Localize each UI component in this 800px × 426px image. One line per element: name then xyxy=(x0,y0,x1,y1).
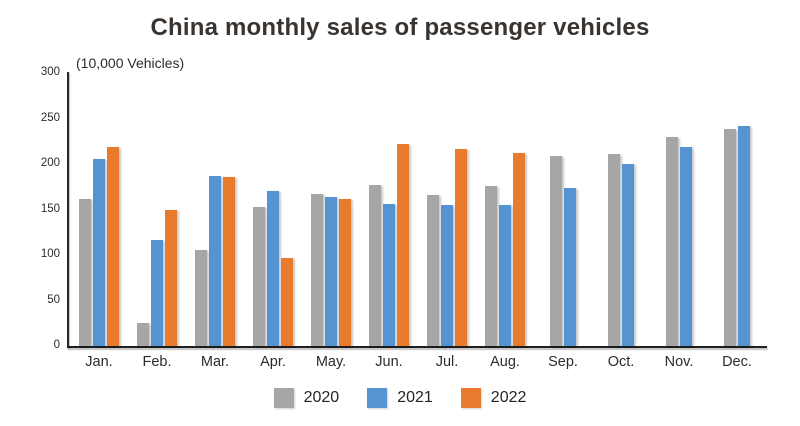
bar-2022-may xyxy=(339,199,351,346)
x-tick-mar: Mar. xyxy=(200,354,230,370)
bar-2021-may xyxy=(325,197,337,346)
bar-2021-apr xyxy=(267,191,279,346)
x-axis-tick-labels: Jan. Feb. Mar. Apr. May. Jun. Jul. Aug. Sep. Oct.… xyxy=(70,354,766,370)
bar-group-jun xyxy=(360,73,418,346)
x-tick-aug: Aug. xyxy=(490,354,520,370)
y-tick-300: 300 xyxy=(40,66,60,78)
bar-2021-nov xyxy=(680,147,692,346)
x-tick-jan: Jan. xyxy=(85,354,113,370)
x-tick-nov: Nov. xyxy=(664,354,694,370)
bar-2021-sep xyxy=(564,188,576,346)
bar-group-feb xyxy=(128,73,186,346)
legend-item-2020: 2020 xyxy=(273,388,340,408)
bar-2022-mar xyxy=(223,177,235,346)
bar-group-dec xyxy=(708,73,766,346)
legend-label-2022: 2022 xyxy=(490,389,527,406)
bar-2020-aug xyxy=(485,186,497,346)
bar-2022-jan xyxy=(107,147,119,346)
x-tick-dec: Dec. xyxy=(722,354,752,370)
legend-swatch-2020 xyxy=(273,388,294,408)
y-tick-250: 250 xyxy=(40,111,60,124)
y-axis-tick-labels: 0 50 100 150 200 250 300 xyxy=(0,0,60,426)
legend-swatch-2021 xyxy=(367,388,388,408)
x-tick-jun: Jun. xyxy=(375,354,403,370)
x-axis-line xyxy=(67,346,767,348)
y-tick-200: 200 xyxy=(40,157,60,169)
bar-group-aug xyxy=(476,73,534,346)
bar-2022-jun xyxy=(397,144,409,346)
bar-2022-apr xyxy=(281,258,293,346)
bar-group-nov xyxy=(650,73,708,346)
bar-group-apr xyxy=(244,73,302,346)
plot-area xyxy=(70,73,766,346)
bar-2020-sep xyxy=(550,156,562,346)
bar-2020-may xyxy=(311,194,323,346)
chart-title: China monthly sales of passenger vehicle… xyxy=(150,14,650,41)
bar-2021-dec xyxy=(738,126,750,346)
y-tick-100: 100 xyxy=(40,248,60,260)
bar-2020-nov xyxy=(666,137,678,346)
bar-2021-mar xyxy=(209,176,221,346)
legend-item-2022: 2022 xyxy=(460,388,527,408)
y-axis-unit-label: (10,000 Vehicles) xyxy=(76,55,185,71)
y-axis-line xyxy=(67,72,69,348)
bar-2021-feb xyxy=(151,240,163,346)
bar-group-jan xyxy=(70,73,128,346)
bar-2020-dec xyxy=(724,129,736,346)
bar-2021-jun xyxy=(383,204,395,346)
legend-swatch-2022 xyxy=(460,388,481,408)
x-tick-feb: Feb. xyxy=(142,354,172,370)
y-tick-0: 0 xyxy=(53,339,60,351)
bar-2022-aug xyxy=(513,153,525,346)
bar-2020-oct xyxy=(608,154,620,346)
legend-label-2020: 2020 xyxy=(303,389,340,406)
x-tick-may: May. xyxy=(315,354,347,370)
bar-group-sep xyxy=(534,73,592,346)
bar-2020-jan xyxy=(79,199,91,346)
y-tick-150: 150 xyxy=(40,202,60,215)
bar-2022-jul xyxy=(455,149,467,346)
x-tick-oct: Oct. xyxy=(607,354,635,370)
x-tick-jul: Jul. xyxy=(435,354,459,370)
bar-2020-mar xyxy=(195,250,207,346)
bar-2020-apr xyxy=(253,207,265,346)
y-tick-50: 50 xyxy=(47,293,60,306)
x-tick-apr: Apr. xyxy=(260,354,286,370)
bar-group-oct xyxy=(592,73,650,346)
bar-2020-feb xyxy=(137,323,149,346)
bar-2021-jan xyxy=(93,159,105,346)
x-tick-sep: Sep. xyxy=(548,354,578,370)
legend-item-2021: 2021 xyxy=(367,388,433,408)
bar-2021-aug xyxy=(499,205,511,346)
legend: 2020 2021 2022 xyxy=(0,388,800,408)
bar-2020-jun xyxy=(369,185,381,346)
bar-2022-feb xyxy=(165,210,177,346)
bar-group-mar xyxy=(186,73,244,346)
bar-2021-oct xyxy=(622,164,634,346)
bar-2020-jul xyxy=(427,195,439,346)
bar-2021-jul xyxy=(441,205,453,346)
legend-label-2021: 2021 xyxy=(397,389,433,406)
bar-group-jul xyxy=(418,73,476,346)
bar-group-may xyxy=(302,73,360,346)
